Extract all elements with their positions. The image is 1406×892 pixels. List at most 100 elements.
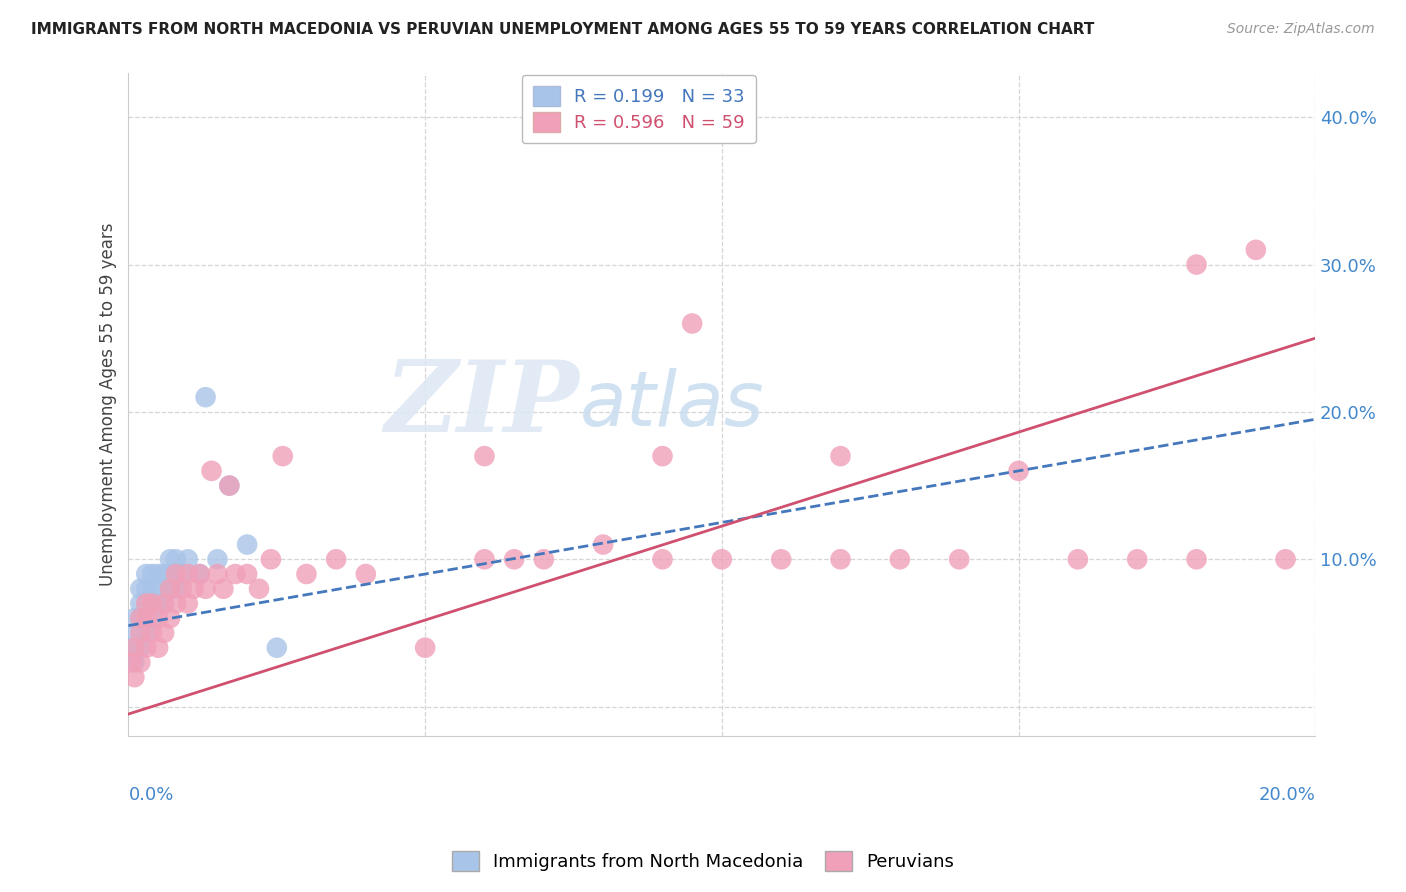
Point [146,567,169,582]
Point [474,552,496,566]
Point [135,611,157,625]
Point [146,640,169,655]
Point [165,552,187,566]
Text: 0.0%: 0.0% [128,786,174,804]
Point [159,611,181,625]
Point [1126,552,1149,566]
Point [188,567,211,582]
Point [830,552,852,566]
Point [141,582,163,596]
Point [1185,258,1208,272]
Y-axis label: Unemployment Among Ages 55 to 59 years: Unemployment Among Ages 55 to 59 years [100,223,117,586]
Point [681,317,703,331]
Point [135,626,157,640]
Point [135,597,157,611]
Point [141,626,163,640]
Point [236,537,259,551]
Point [153,626,176,640]
Point [124,640,146,655]
Point [236,567,259,582]
Point [1007,464,1029,478]
Point [170,582,193,596]
Point [770,552,793,566]
Point [271,449,294,463]
Text: Source: ZipAtlas.com: Source: ZipAtlas.com [1227,22,1375,37]
Point [129,626,152,640]
Point [207,552,229,566]
Point [1274,552,1296,566]
Point [295,567,318,582]
Point [129,611,152,625]
Text: ZIP: ZIP [384,356,579,453]
Text: IMMIGRANTS FROM NORTH MACEDONIA VS PERUVIAN UNEMPLOYMENT AMONG AGES 55 TO 59 YEA: IMMIGRANTS FROM NORTH MACEDONIA VS PERUV… [31,22,1094,37]
Point [141,597,163,611]
Point [830,449,852,463]
Point [129,611,152,625]
Point [124,626,146,640]
Point [413,640,436,655]
Point [120,640,142,655]
Point [135,640,157,655]
Point [153,597,176,611]
Point [177,567,200,582]
Point [165,597,187,611]
Point [218,478,240,492]
Point [592,537,614,551]
Point [266,640,288,655]
Point [120,656,142,670]
Point [183,582,205,596]
Point [889,552,911,566]
Point [247,582,270,596]
Point [159,582,181,596]
Point [533,552,555,566]
Point [200,464,222,478]
Point [146,597,169,611]
Point [651,552,673,566]
Point [354,567,377,582]
Point [177,597,200,611]
Point [165,567,187,582]
Point [135,567,157,582]
Point [146,611,169,625]
Point [207,567,229,582]
Point [651,449,673,463]
Point [129,656,152,670]
Point [129,640,152,655]
Point [260,552,283,566]
Point [135,582,157,596]
Point [129,582,152,596]
Point [188,567,211,582]
Point [948,552,970,566]
Point [165,582,187,596]
Point [159,582,181,596]
Legend: Immigrants from North Macedonia, Peruvians: Immigrants from North Macedonia, Peruvia… [444,844,962,879]
Point [503,552,526,566]
Point [153,597,176,611]
Point [1067,552,1090,566]
Point [224,567,246,582]
Point [1244,243,1267,257]
Point [124,611,146,625]
Point [194,390,217,404]
Point [124,656,146,670]
Point [159,567,181,582]
Point [325,552,347,566]
Point [159,552,181,566]
Point [474,449,496,463]
Point [710,552,733,566]
Point [177,552,200,566]
Point [170,567,193,582]
Point [218,478,240,492]
Point [212,582,235,596]
Point [129,597,152,611]
Legend: R = 0.199   N = 33, R = 0.596   N = 59: R = 0.199 N = 33, R = 0.596 N = 59 [522,76,755,143]
Point [141,567,163,582]
Point [124,670,146,684]
Point [1185,552,1208,566]
Point [135,597,157,611]
Text: 20.0%: 20.0% [1258,786,1315,804]
Point [194,582,217,596]
Point [146,582,169,596]
Point [141,611,163,625]
Point [153,567,176,582]
